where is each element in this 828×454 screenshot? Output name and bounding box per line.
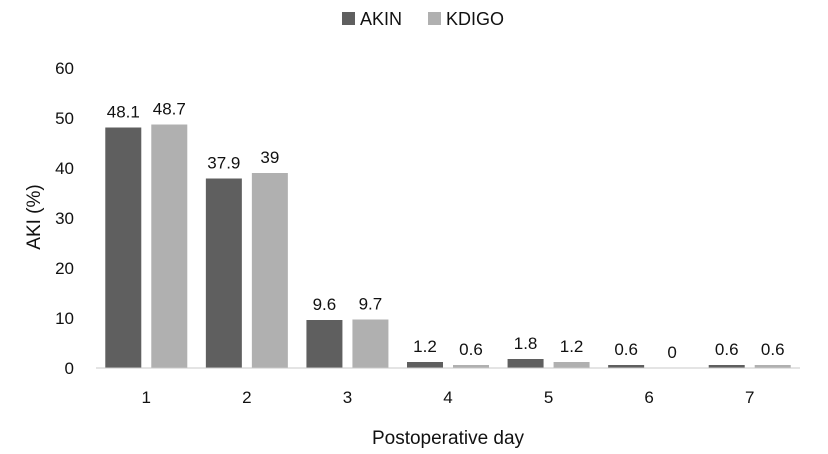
bar-akin-day-3 <box>306 320 343 368</box>
legend-label-kdigo: KDIGO <box>446 9 504 29</box>
data-label-kdigo-day-3: 9.7 <box>359 295 383 314</box>
y-tick-label: 40 <box>55 159 74 178</box>
x-tick-label: 1 <box>142 388 151 407</box>
bar-kdigo-day-5 <box>553 362 590 368</box>
y-tick-label: 10 <box>55 309 74 328</box>
y-axis-title: AKI (%) <box>24 184 45 249</box>
data-label-kdigo-day-1: 48.7 <box>153 100 186 119</box>
x-axis-ticks: 1 2 3 4 5 6 7 <box>142 388 755 407</box>
data-labels: 48.1 48.7 37.9 39 9.6 9.7 1.2 0.6 1.8 1.2 0.6 0 0.6 0… <box>107 100 785 363</box>
legend: AKIN KDIGO <box>342 9 504 29</box>
data-label-akin-day-2: 37.9 <box>207 154 240 173</box>
data-label-akin-day-7: 0.6 <box>715 340 739 359</box>
bar-akin-day-4 <box>407 362 443 368</box>
y-tick-label: 50 <box>55 109 74 128</box>
x-tick-label: 4 <box>443 388 452 407</box>
bar-akin-day-7 <box>708 365 745 368</box>
data-label-akin-day-3: 9.6 <box>313 295 337 314</box>
x-tick-label: 5 <box>544 388 553 407</box>
legend-swatch-akin <box>342 12 355 25</box>
y-axis-ticks: 0 10 20 30 40 50 60 <box>55 59 74 378</box>
x-tick-label: 6 <box>644 388 653 407</box>
y-tick-label: 60 <box>55 59 74 78</box>
bar-kdigo-day-1 <box>151 124 188 368</box>
y-tick-label: 30 <box>55 209 74 228</box>
bar-akin-day-2 <box>205 178 242 368</box>
bar-kdigo-day-2 <box>251 173 288 368</box>
bar-akin-day-6 <box>608 365 645 368</box>
legend-swatch-kdigo <box>428 12 441 25</box>
x-tick-label: 2 <box>242 388 251 407</box>
bar-kdigo-day-4 <box>453 365 489 368</box>
x-tick-label: 3 <box>343 388 352 407</box>
data-label-akin-day-1: 48.1 <box>107 103 140 122</box>
data-label-kdigo-day-5: 1.2 <box>560 337 584 356</box>
data-label-akin-day-6: 0.6 <box>614 340 638 359</box>
bar-kdigo-day-3 <box>352 319 389 368</box>
x-tick-label: 7 <box>745 388 754 407</box>
x-axis-title: Postoperative day <box>372 428 525 449</box>
data-label-akin-day-4: 1.2 <box>413 337 437 356</box>
data-label-kdigo-day-4: 0.6 <box>459 340 483 359</box>
y-tick-label: 20 <box>55 259 74 278</box>
data-label-akin-day-5: 1.8 <box>514 334 538 353</box>
data-label-kdigo-day-2: 39 <box>260 148 279 167</box>
bar-kdigo-day-7 <box>754 365 791 368</box>
y-tick-label: 0 <box>65 359 74 378</box>
legend-label-akin: AKIN <box>360 9 402 29</box>
data-label-kdigo-day-7: 0.6 <box>761 340 785 359</box>
data-label-kdigo-day-6: 0 <box>667 343 676 362</box>
bar-akin-day-5 <box>507 359 544 368</box>
bar-series <box>105 124 791 368</box>
bar-akin-day-1 <box>105 127 142 368</box>
